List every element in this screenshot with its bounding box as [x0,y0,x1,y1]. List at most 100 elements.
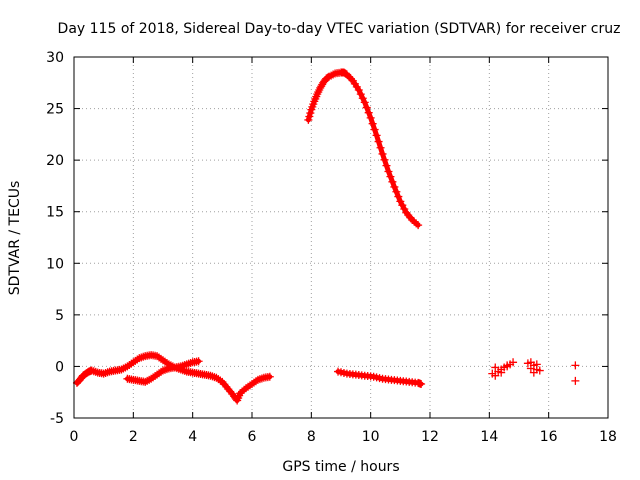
data-point-marker [208,372,217,381]
data-point-marker [238,387,247,396]
data-point-marker [384,167,393,176]
data-point-marker [340,69,349,78]
data-point-marker [400,204,409,213]
grid [74,57,608,418]
data-point-marker [182,360,191,369]
data-point-marker [101,368,110,377]
data-point-marker [186,358,195,367]
data-point-marker [529,368,538,377]
data-point-marker [174,364,183,373]
data-point-marker [386,172,395,181]
data-point-marker [535,366,544,375]
data-point-marker [372,131,381,140]
data-point-marker [87,366,96,375]
y-tick-label: 25 [46,102,64,118]
x-tick-label: 16 [540,429,558,445]
data-point-marker [394,192,403,201]
data-point-marker [392,187,401,196]
data-point-marker [178,366,187,375]
data-point-marker [380,155,389,164]
data-point-marker [378,149,387,158]
data-point-marker [89,367,98,376]
x-tick-label: 2 [129,429,138,445]
data-point-marker [137,353,146,362]
data-point-marker [362,103,371,112]
plot-area [73,56,609,419]
data-point-marker [236,389,245,398]
y-tick-label: 15 [46,205,64,221]
data-point-marker [216,376,225,385]
data-point-marker [316,83,325,92]
data-point-marker [360,98,369,107]
data-point-marker [356,90,365,99]
x-tick-label: 10 [362,429,380,445]
data-point-marker [368,119,377,128]
data-point-marker [526,358,535,367]
data-point-marker [306,109,315,118]
data-point-marker [497,368,506,377]
data-point-marker [417,379,426,388]
data-point-marker [160,365,169,374]
y-tick-label: 10 [46,256,64,272]
x-tick-label: 6 [248,429,257,445]
data-point-marker [265,372,274,381]
x-tick-label: 12 [421,429,439,445]
data-point-marker [382,161,391,170]
x-tick-label: 8 [307,429,316,445]
y-tick-label: -5 [50,411,64,427]
data-point-marker [139,352,148,361]
data-point-marker [180,366,189,375]
data-point-marker [358,94,367,103]
data-point-marker [364,108,373,117]
data-point-marker [491,371,500,380]
data-point-marker [571,361,580,370]
data-point-marker [172,364,181,373]
x-tick-label: 18 [599,429,617,445]
data-point-marker [354,86,363,95]
data-point-marker [255,375,264,384]
data-point-marker [170,363,179,372]
data-points [72,68,580,405]
y-tick-label: 5 [55,308,64,324]
axis-ticks: 0 2 4 6 8 10 12 14 16 18 -5 0 5 10 15 20 25 30 [46,50,617,445]
data-point-marker [159,366,167,375]
x-tick-label: 4 [188,429,197,445]
data-point-marker [184,359,193,368]
data-point-marker [304,115,313,124]
x-axis-label: GPS time / hours [282,459,399,475]
data-point-marker [414,221,423,230]
y-tick-label: 30 [46,50,64,66]
data-point-marker [194,357,203,366]
y-axis-label: SDTVAR / TECUs [7,181,23,296]
data-point-marker [376,143,385,152]
data-point-marker [176,365,185,374]
data-point-marker [571,376,580,385]
data-point-marker [491,363,500,372]
y-tick-label: 0 [55,359,64,375]
data-point-marker [103,368,112,377]
data-point-marker [162,365,171,374]
data-point-marker [390,182,399,191]
data-point-marker [91,367,100,376]
data-point-marker [329,70,338,79]
data-point-marker [388,177,397,186]
data-point-marker [305,112,314,121]
chart-title: Day 115 of 2018, Sidereal Day-to-day VTE… [58,21,621,37]
y-tick-label: 20 [46,153,64,169]
data-point-marker [317,82,326,91]
data-point-marker [532,360,541,369]
data-point-marker [206,371,215,380]
data-point-marker [509,358,518,367]
data-point-marker [412,219,421,228]
data-point-marker [257,374,266,383]
data-point-marker [366,113,375,122]
data-point-marker [135,354,144,363]
data-point-marker [374,137,383,146]
x-tick-label: 0 [70,429,79,445]
data-point-marker [99,369,108,378]
data-point-marker [253,375,262,384]
data-point-marker [503,361,512,370]
data-point-marker [396,197,405,206]
x-tick-label: 14 [480,429,498,445]
